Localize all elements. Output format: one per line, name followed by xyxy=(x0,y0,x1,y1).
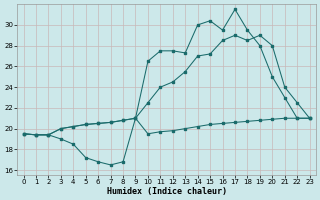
X-axis label: Humidex (Indice chaleur): Humidex (Indice chaleur) xyxy=(107,187,227,196)
